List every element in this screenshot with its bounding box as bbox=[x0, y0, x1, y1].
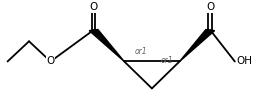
Text: OH: OH bbox=[236, 56, 252, 66]
Text: O: O bbox=[89, 2, 98, 12]
Text: O: O bbox=[46, 56, 55, 66]
Text: or1: or1 bbox=[135, 47, 148, 56]
Polygon shape bbox=[180, 29, 215, 61]
Text: O: O bbox=[206, 2, 214, 12]
Text: or1: or1 bbox=[161, 56, 174, 65]
Polygon shape bbox=[89, 29, 124, 61]
